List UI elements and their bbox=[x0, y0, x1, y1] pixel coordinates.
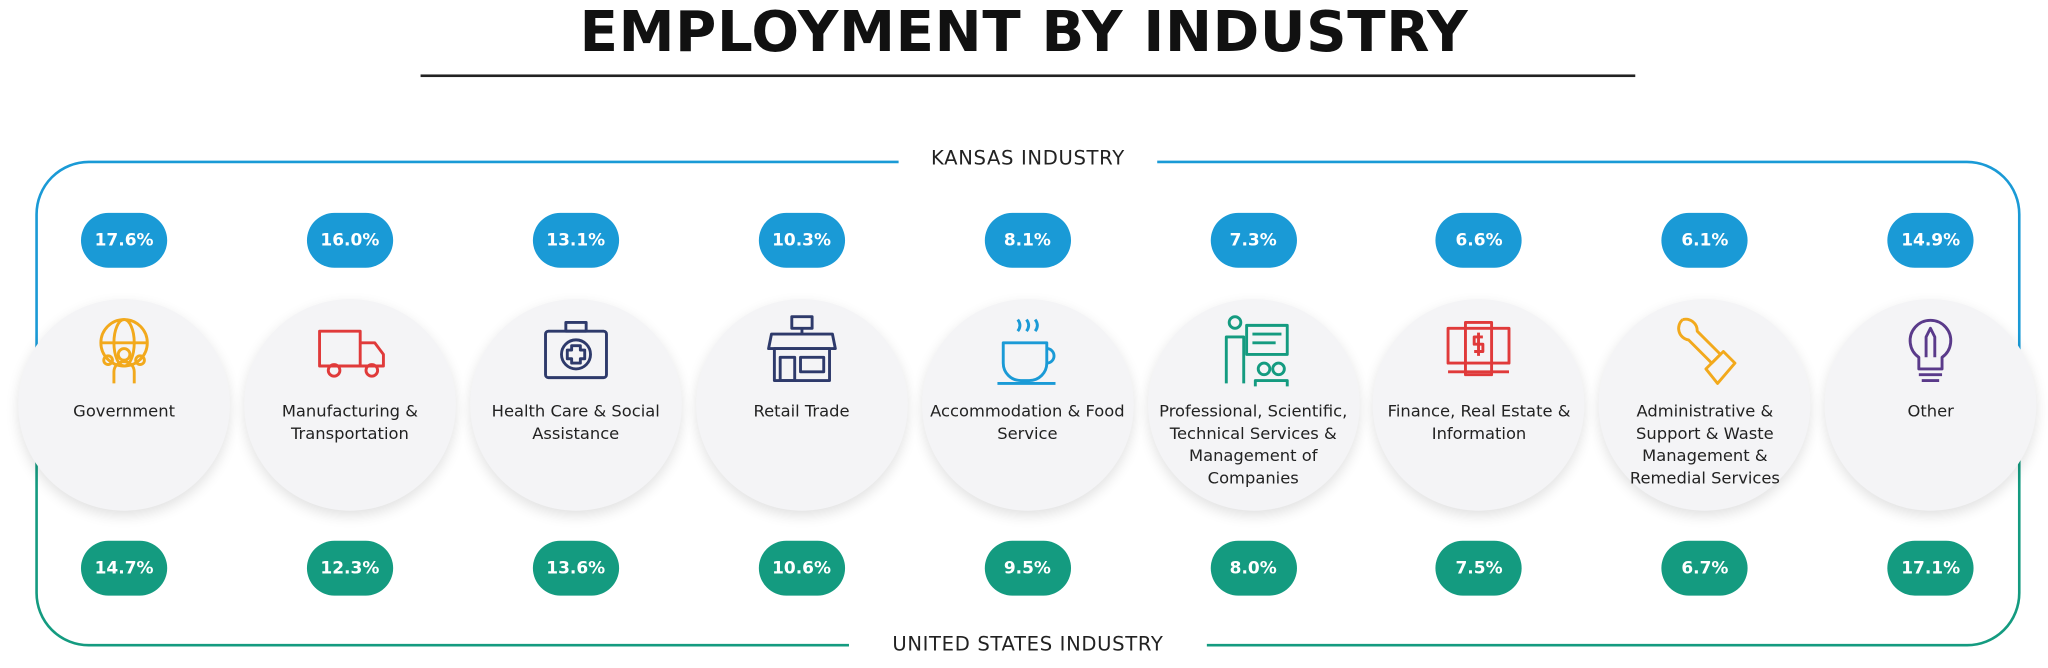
us-pill: 14.7% bbox=[80, 540, 168, 596]
kansas-pill: 13.1% bbox=[532, 212, 619, 268]
title-rule bbox=[420, 74, 1636, 77]
industry-circle bbox=[469, 299, 682, 511]
industry-circle bbox=[1824, 299, 2037, 511]
industry-icon bbox=[1224, 315, 1289, 387]
industry-name: Health Care & Social Assistance bbox=[491, 400, 660, 443]
industry-icon bbox=[99, 318, 149, 384]
top-frame bbox=[35, 160, 2021, 405]
title: EMPLOYMENT BY INDUSTRY bbox=[579, 0, 1469, 66]
us-pill: 6.7% bbox=[1661, 540, 1748, 596]
industry-icon bbox=[317, 329, 385, 378]
us-pill: 13.6% bbox=[532, 540, 619, 596]
kansas-pill: 6.1% bbox=[1661, 212, 1748, 268]
industry-name: Administrative & Support & Waste Managem… bbox=[1629, 400, 1780, 488]
us-pill: 9.5% bbox=[984, 540, 1071, 596]
industry-name: Retail Trade bbox=[753, 400, 850, 421]
industry-circle bbox=[921, 299, 1134, 511]
kansas-pill: 10.3% bbox=[758, 212, 845, 268]
industry-icon bbox=[1677, 317, 1737, 385]
industry-name: Manufacturing & Transportation bbox=[281, 400, 418, 443]
industry-name: Other bbox=[1907, 400, 1954, 421]
kansas-pill: 14.9% bbox=[1887, 212, 1974, 268]
industry-name: Government bbox=[73, 400, 175, 421]
top-label: KANSAS INDUSTRY bbox=[930, 146, 1125, 170]
kansas-pill: 16.0% bbox=[306, 212, 393, 268]
industry-name: Finance, Real Estate & Information bbox=[1387, 400, 1571, 443]
industry-icon bbox=[543, 321, 608, 380]
industry-icon bbox=[766, 315, 837, 382]
industry-circle bbox=[1599, 299, 1811, 511]
bottom-label: UNITED STATES INDUSTRY bbox=[892, 632, 1164, 656]
kansas-pill: 7.3% bbox=[1210, 212, 1297, 268]
industry-name: Accommodation & Food Service bbox=[930, 400, 1125, 443]
industry-circle bbox=[244, 299, 456, 511]
kansas-pill: 8.1% bbox=[984, 212, 1071, 268]
industry-icon bbox=[996, 318, 1055, 385]
industry-icon bbox=[1908, 318, 1953, 382]
us-pill: 8.0% bbox=[1210, 540, 1297, 596]
us-pill: 12.3% bbox=[306, 540, 393, 596]
kansas-pill: 6.6% bbox=[1435, 212, 1523, 268]
bottom-frame bbox=[35, 404, 2021, 647]
industry-circle bbox=[18, 299, 230, 511]
us-pill: 10.6% bbox=[758, 540, 845, 596]
us-pill: 17.1% bbox=[1887, 540, 1974, 596]
industry-icon bbox=[1447, 321, 1511, 377]
industry-name: Professional, Scientific, Technical Serv… bbox=[1159, 400, 1348, 488]
kansas-pill: 17.6% bbox=[80, 212, 168, 268]
us-pill: 7.5% bbox=[1435, 540, 1523, 596]
